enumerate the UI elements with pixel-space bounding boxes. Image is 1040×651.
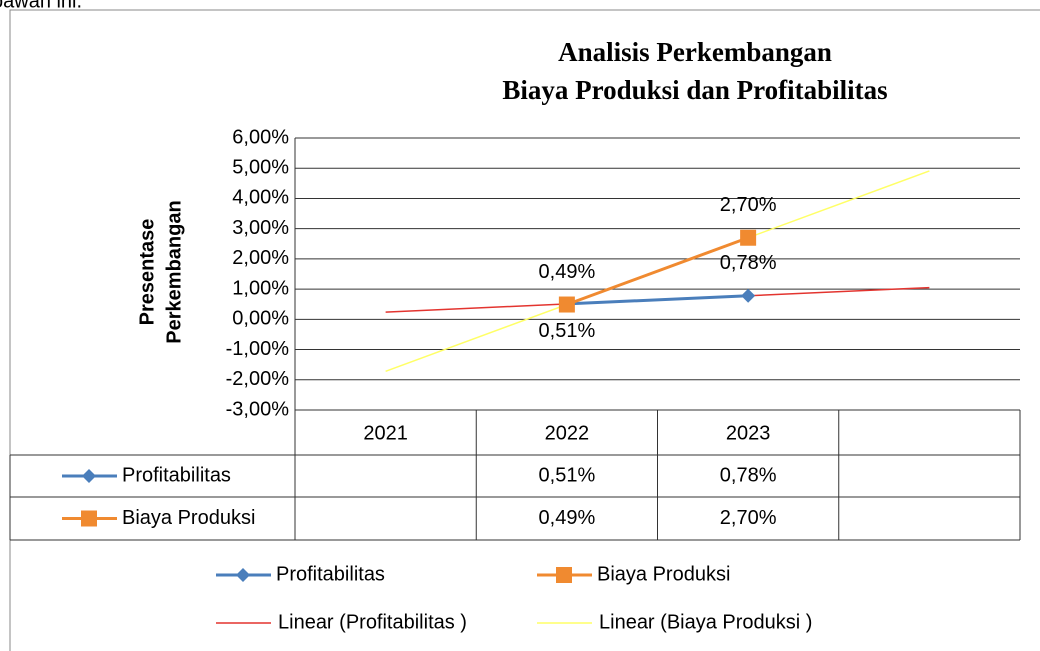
legend-label: Biaya Produksi: [597, 563, 730, 585]
data-label: 0,78%: [720, 252, 777, 274]
table-row-label: Biaya Produksi: [122, 507, 255, 529]
series-line: [566, 236, 749, 306]
legend-marker: [236, 568, 250, 582]
table-cell: 2,70%: [720, 507, 777, 529]
data-label: 2,70%: [720, 194, 777, 216]
data-point: [558, 296, 575, 313]
y-tick-label: -1,00%: [226, 338, 290, 360]
table-cell: 0,51%: [539, 464, 596, 486]
table-cell: 0,49%: [539, 507, 596, 529]
chart-frame: [9, 9, 1040, 651]
y-tick-label: -3,00%: [226, 398, 290, 420]
y-tick-label: 5,00%: [232, 157, 289, 179]
context-text: bawah ini.: [0, 0, 82, 12]
data-label: 0,49%: [539, 261, 596, 283]
y-tick-label: 3,00%: [232, 217, 289, 239]
chart-title: Analisis Perkembangan: [558, 37, 832, 67]
table-row-label: Profitabilitas: [122, 464, 231, 486]
y-tick-label: 4,00%: [232, 187, 289, 209]
y-tick-label: 1,00%: [232, 277, 289, 299]
x-tick-label: 2023: [726, 422, 771, 444]
y-axis-label: Perkembangan: [163, 200, 185, 343]
table-cell: 0,78%: [720, 464, 777, 486]
x-tick-label: 2022: [545, 422, 590, 444]
legend-marker: [556, 567, 572, 583]
legend-label: Linear (Biaya Produksi ): [599, 611, 812, 633]
data-label: 0,51%: [539, 320, 596, 342]
legend-marker: [82, 469, 96, 483]
series-line: [566, 294, 749, 306]
x-tick-label: 2021: [363, 422, 408, 444]
y-tick-label: -2,00%: [226, 368, 290, 390]
y-tick-label: 2,00%: [232, 247, 289, 269]
legend-label: Linear (Profitabilitas ): [278, 611, 467, 633]
y-axis-label: Presentase: [136, 219, 158, 326]
y-tick-label: 6,00%: [232, 126, 289, 148]
legend-label: Profitabilitas: [276, 563, 385, 585]
chart-title: Biaya Produksi dan Profitabilitas: [502, 75, 887, 105]
data-point: [741, 288, 756, 303]
legend-marker: [81, 510, 97, 527]
y-tick-label: 0,00%: [232, 308, 289, 330]
data-point: [740, 229, 757, 246]
